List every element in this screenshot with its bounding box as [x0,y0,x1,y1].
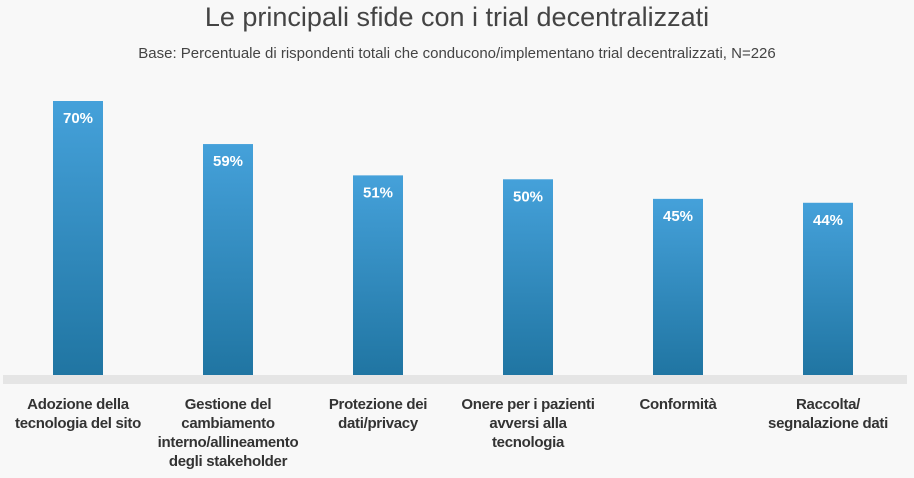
data-label: 50% [513,188,543,205]
category-label: Conformità [639,396,717,413]
chart-subtitle: Base: Percentuale di rispondenti totali … [138,45,776,62]
chart-title: Le principali sfide con i trial decentra… [204,2,710,32]
category-label: Adozione della tecnologia del sito [15,396,141,432]
category-label: Raccolta/ segnalazione dati [768,396,888,432]
bar [503,179,553,375]
data-label: 44% [813,212,843,229]
category-label: Onere per i pazienti avversi alla tecnol… [461,396,595,451]
data-label: 45% [663,208,693,225]
data-label: 59% [213,153,243,170]
category-label: Gestione del cambiamento interno/allinea… [157,396,299,470]
bar [353,175,403,375]
bar [203,144,253,375]
data-label: 51% [363,184,393,201]
data-label: 70% [63,110,93,127]
x-axis-baseline [3,375,907,384]
category-label: Protezione dei dati/privacy [328,396,428,432]
bar [653,198,703,375]
bar [53,101,103,375]
bar [803,202,853,375]
